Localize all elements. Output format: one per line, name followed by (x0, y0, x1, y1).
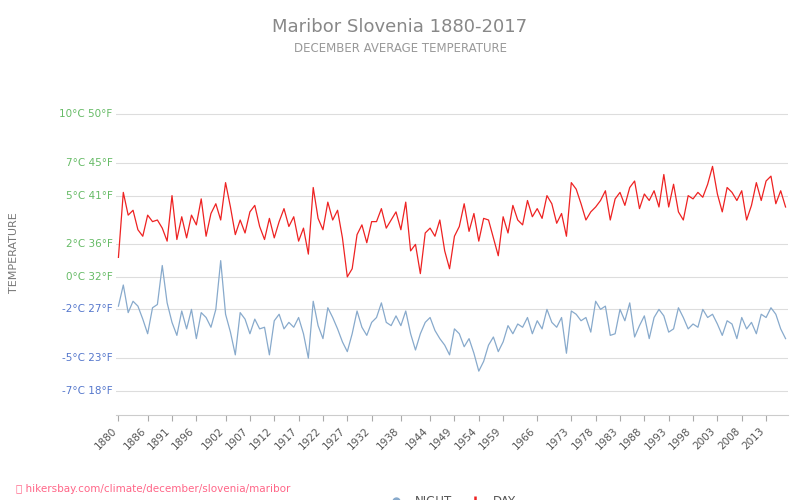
Text: 2°C 36°F: 2°C 36°F (66, 240, 113, 250)
Text: 5°C 41°F: 5°C 41°F (66, 190, 113, 200)
Text: Maribor Slovenia 1880-2017: Maribor Slovenia 1880-2017 (273, 18, 527, 36)
Text: -7°C 18°F: -7°C 18°F (62, 386, 113, 396)
Text: 10°C 50°F: 10°C 50°F (59, 110, 113, 120)
Legend: NIGHT, DAY: NIGHT, DAY (383, 490, 521, 500)
Text: -2°C 27°F: -2°C 27°F (62, 304, 113, 314)
Text: TEMPERATURE: TEMPERATURE (10, 212, 19, 293)
Text: 0°C 32°F: 0°C 32°F (66, 272, 113, 282)
Text: -5°C 23°F: -5°C 23°F (62, 353, 113, 363)
Text: 📍 hikersbay.com/climate/december/slovenia/maribor: 📍 hikersbay.com/climate/december/sloveni… (16, 484, 290, 494)
Text: 7°C 45°F: 7°C 45°F (66, 158, 113, 168)
Text: DECEMBER AVERAGE TEMPERATURE: DECEMBER AVERAGE TEMPERATURE (294, 42, 506, 56)
